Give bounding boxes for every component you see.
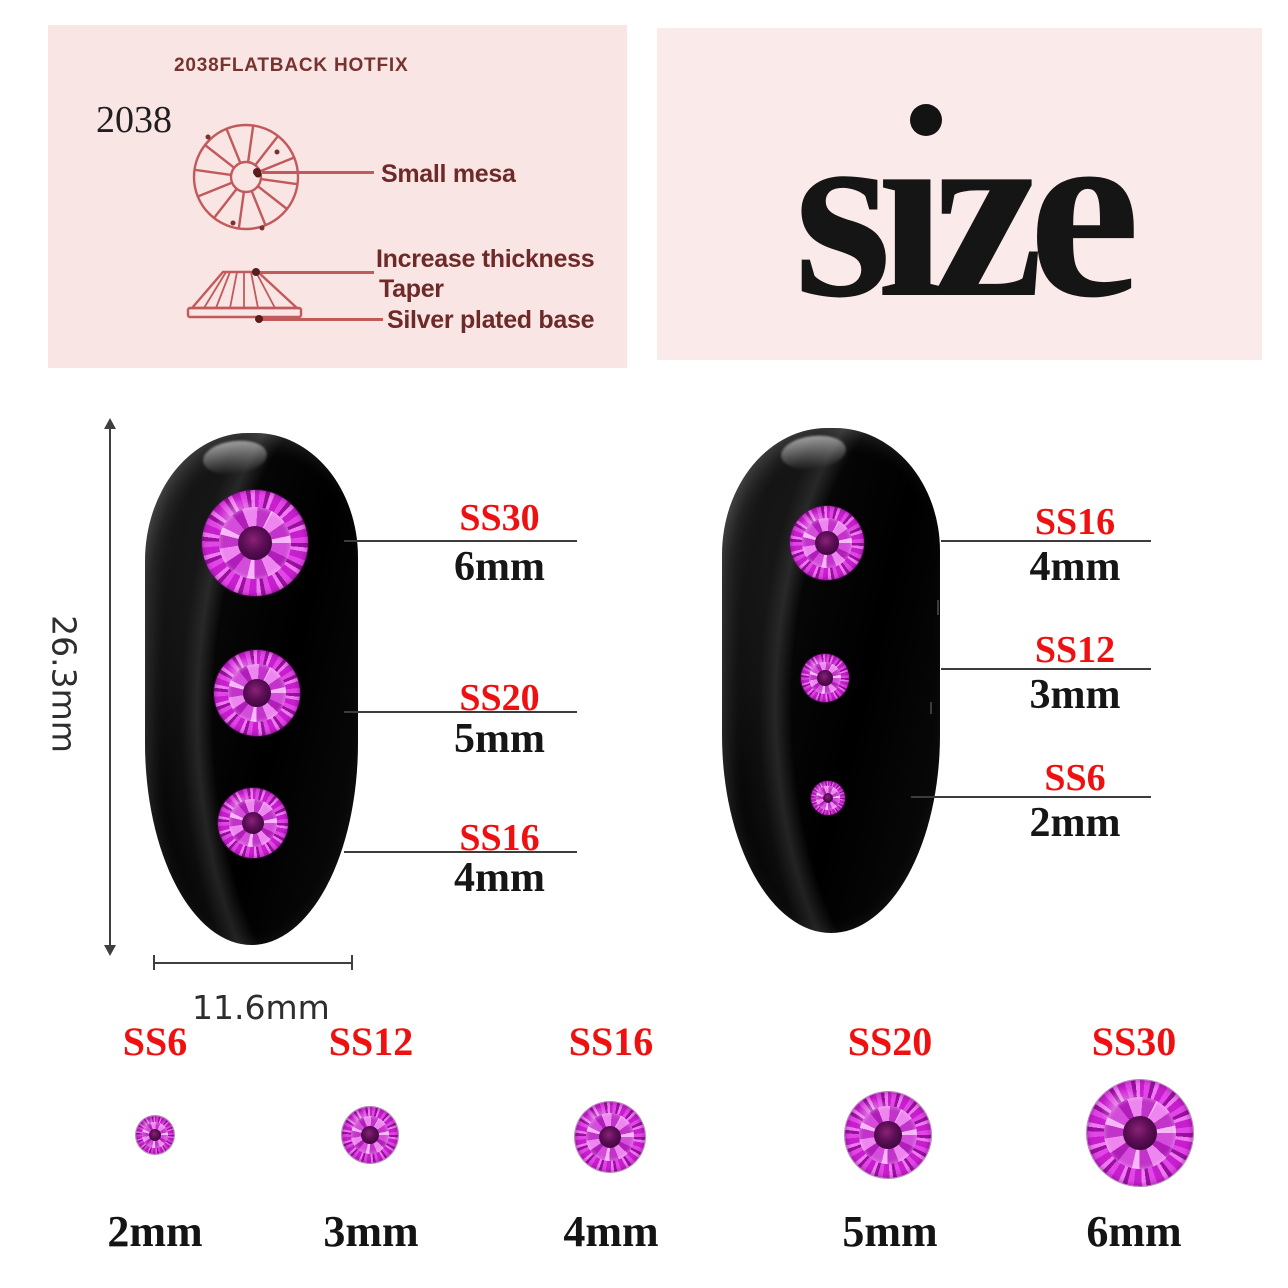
height-dimension-line (109, 423, 111, 951)
ss-label: SS16 (1034, 501, 1116, 543)
ss-label: SS12 (1034, 629, 1116, 671)
stone-topview-diagram-icon (192, 123, 300, 231)
chart-ss-label: SS12 (328, 1019, 414, 1064)
arrow-down-icon (104, 945, 116, 956)
rhinestone-ss6 (811, 781, 845, 815)
mm-label: 6mm (454, 544, 545, 590)
spec-panel: 2038FLATBACK HOTFIX 2038 (48, 25, 627, 368)
rhinestone-ss12 (342, 1107, 398, 1163)
rhinestone-ss30 (202, 490, 308, 596)
callout-rule (941, 668, 1151, 670)
callout-rule (911, 796, 1151, 798)
callout-rule (344, 711, 577, 713)
leader-line (262, 171, 374, 174)
chart-mm-label: 5mm (842, 1207, 938, 1256)
callout-rule (941, 540, 1151, 542)
rhinestone-ss12 (801, 654, 849, 702)
callout-tick (937, 600, 939, 615)
rhinestone-ss30 (1087, 1080, 1193, 1186)
mm-label: 2mm (1029, 800, 1121, 846)
callout-rule (344, 851, 577, 853)
height-dimension-label: 26.3mm (44, 615, 84, 753)
model-number: 2038 (96, 99, 172, 141)
width-dimension-label: 11.6mm (192, 988, 330, 1027)
chart-mm-label: 4mm (563, 1207, 659, 1256)
size-panel (657, 28, 1262, 360)
arrow-up-icon (104, 418, 116, 429)
callout-taper: Taper (379, 275, 444, 303)
callout-small-mesa: Small mesa (381, 160, 516, 188)
ss-label: SS6 (1044, 757, 1106, 799)
chart-ss-label: SS20 (847, 1019, 933, 1064)
rhinestone-ss20 (845, 1092, 931, 1178)
chart-mm-label: 6mm (1086, 1207, 1182, 1256)
rhinestone-ss20 (214, 650, 300, 736)
chart-ss-label: SS16 (568, 1019, 654, 1064)
size-heading: sıze (793, 70, 1140, 350)
stone-sideview-diagram-icon (186, 270, 303, 319)
ss-label: SS16 (459, 817, 540, 859)
mm-label: 3mm (1029, 672, 1121, 718)
callout-rule (344, 540, 577, 542)
dimension-tick (153, 955, 155, 970)
mm-label: 4mm (1029, 544, 1121, 590)
size-dot-icon (910, 104, 942, 136)
width-dimension-line (153, 962, 353, 964)
rhinestone-ss16 (790, 506, 864, 580)
chart-ss-label: SS6 (122, 1019, 188, 1064)
callout-increase-thickness: Increase thickness (376, 245, 595, 273)
chart-mm-label: 2mm (107, 1207, 203, 1256)
leader-line (258, 271, 374, 274)
rhinestone-ss16 (218, 788, 288, 858)
chart-mm-label: 3mm (323, 1207, 419, 1256)
callout-silver-plated-base: Silver plated base (387, 306, 595, 334)
dimension-tick (351, 955, 353, 970)
leader-dot (255, 315, 263, 323)
mm-label: 4mm (454, 855, 545, 901)
rhinestone-ss6 (136, 1116, 174, 1154)
leader-dot (252, 268, 260, 276)
leader-dot (253, 168, 261, 176)
ss-label: SS30 (459, 497, 540, 539)
callout-tick (930, 702, 932, 714)
chart-ss-label: SS30 (1091, 1019, 1177, 1064)
leader-line (262, 318, 383, 321)
mm-label: 5mm (454, 716, 545, 762)
rhinestone-ss16 (575, 1102, 645, 1172)
spec-panel-title: 2038FLATBACK HOTFIX (174, 55, 409, 76)
ss-label: SS20 (459, 677, 540, 719)
